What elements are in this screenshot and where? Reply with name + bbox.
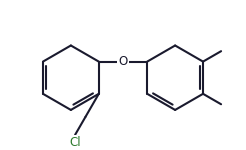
Text: O: O bbox=[118, 55, 128, 68]
Text: Cl: Cl bbox=[69, 136, 81, 149]
